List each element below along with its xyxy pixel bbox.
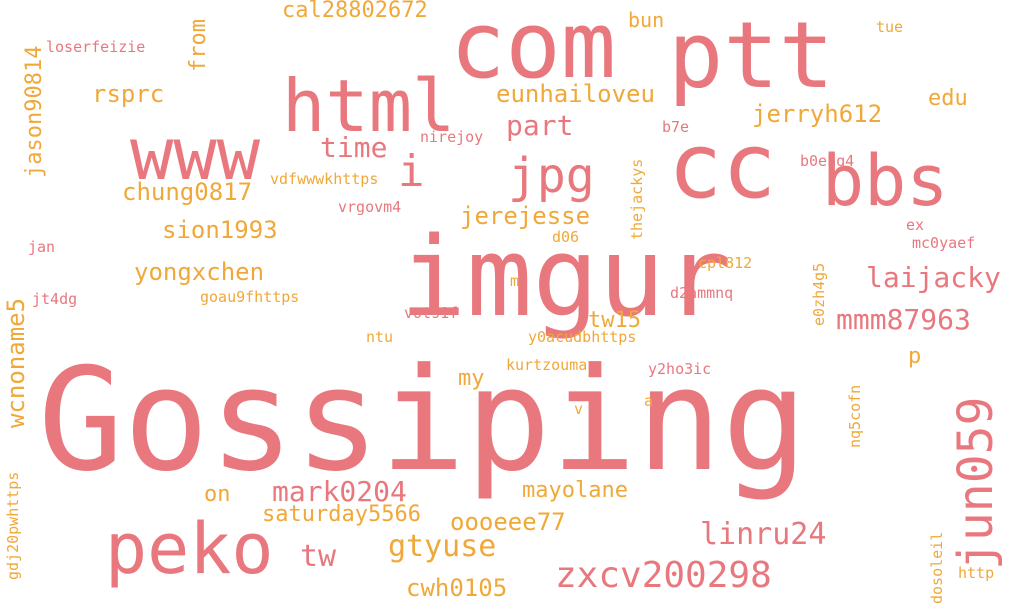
word-e0zh4g5: e0zh4g5 — [810, 262, 828, 326]
word-oooeee77: oooeee77 — [450, 508, 566, 536]
word-wcnoname5: wcnoname5 — [2, 297, 30, 428]
word-tw: tw — [300, 539, 337, 574]
word-nirejoy: nirejoy — [420, 128, 484, 146]
word-cc: cc — [668, 114, 777, 219]
word-zxcv200298: zxcv200298 — [555, 555, 772, 596]
word-v: v — [574, 400, 584, 418]
word-loserfeizie: loserfeizie — [46, 38, 146, 56]
word-imgur: imgur — [400, 213, 732, 341]
word-jan: jan — [28, 238, 56, 256]
word-mayolane: mayolane — [522, 478, 628, 503]
word-com: com — [450, 0, 617, 99]
word-jpg: jpg — [508, 148, 595, 204]
word-www: www — [130, 112, 261, 196]
word-http: http — [958, 564, 995, 582]
word-mark0204: mark0204 — [272, 475, 407, 508]
word-p: p — [908, 344, 922, 369]
word-nq5cofn: nq5cofn — [846, 384, 864, 448]
word-b0ehq4: b0ehq4 — [800, 152, 855, 170]
word-ex: ex — [906, 216, 925, 234]
word-cal28802672: cal28802672 — [282, 0, 428, 23]
word-dosoleil: dosoleil — [928, 531, 946, 604]
word-mmm87963: mmm87963 — [836, 303, 971, 336]
word-part: part — [506, 109, 574, 142]
word-vots1f: vots1f — [404, 304, 459, 322]
word-time: time — [320, 131, 388, 164]
word-my: my — [458, 366, 485, 391]
word-on: on — [204, 482, 231, 507]
word-from: from — [186, 19, 211, 72]
word-gtyuse: gtyuse — [388, 529, 497, 564]
word-vdfwwwkhttps: vdfwwwkhttps — [270, 170, 379, 188]
word-a: a — [644, 392, 654, 410]
word-jerryh612: jerryh612 — [752, 100, 883, 128]
word-gossiping: Gossiping — [38, 338, 808, 503]
word-i: i — [398, 146, 425, 197]
word-tue: tue — [876, 18, 904, 36]
word-y2ho3ic: y2ho3ic — [648, 360, 712, 378]
word-jerejesse: jerejesse — [460, 202, 591, 230]
word-mc0yaef: mc0yaef — [912, 234, 976, 252]
word-goau9fhttps: goau9fhttps — [200, 288, 300, 306]
word-ptt: ptt — [668, 2, 835, 109]
word-peko: peko — [105, 508, 274, 590]
word-kurtzouma: kurtzouma — [506, 356, 588, 374]
word-cwh0105: cwh0105 — [406, 574, 508, 602]
word-gdj20pwhttps: gdj20pwhttps — [4, 471, 22, 580]
word-y0acudbhttps: y0acudbhttps — [528, 328, 637, 346]
word-chung0817: chung0817 — [122, 178, 253, 206]
word-thejackys: thejackys — [628, 158, 646, 240]
word-b7e: b7e — [662, 118, 690, 136]
word-ntu: ntu — [366, 328, 394, 346]
word-eunhailoveu: eunhailoveu — [496, 80, 655, 108]
word-bun: bun — [628, 8, 665, 32]
word-yongxchen: yongxchen — [134, 258, 265, 286]
word-d2ammnq: d2ammnq — [670, 284, 734, 302]
word-linru24: linru24 — [700, 517, 827, 552]
word-jt4dg: jt4dg — [32, 290, 78, 308]
word-saturday5566: saturday5566 — [262, 502, 421, 527]
word-sion1993: sion1993 — [162, 216, 278, 244]
word-jun059: jun059 — [948, 396, 1004, 570]
word-cpl812: cpl812 — [698, 254, 753, 272]
word-bbs: bbs — [822, 140, 949, 222]
word-m: m — [510, 272, 520, 290]
word-laijacky: laijacky — [866, 261, 1001, 294]
word-edu: edu — [928, 86, 968, 111]
word-html: html — [282, 64, 456, 148]
word-jason90814: jason90814 — [22, 45, 47, 178]
word-d06: d06 — [552, 228, 580, 246]
word-tw15: tw15 — [588, 308, 641, 333]
word-vrgovm4: vrgovm4 — [338, 198, 402, 216]
word-rsprc: rsprc — [92, 80, 165, 108]
